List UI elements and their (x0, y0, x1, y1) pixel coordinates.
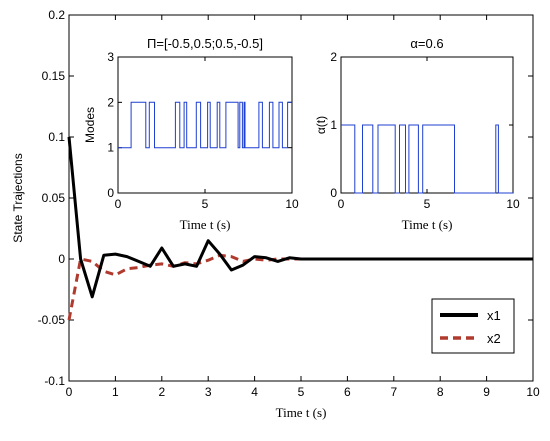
alpha-x-tick-label: 5 (424, 197, 431, 211)
alpha-title: α=0.6 (410, 36, 443, 51)
modes-x-ticks: 0 5 10 (115, 57, 299, 211)
legend-label-x2: x2 (487, 331, 501, 346)
main-x-tick-label: 7 (390, 385, 397, 399)
modes-y-tick-label: 2 (107, 95, 114, 109)
main-x-tick-label: 10 (526, 385, 540, 399)
modes-y-tick-label: 1 (107, 141, 114, 155)
alpha-y-tick-label: 1 (330, 118, 337, 132)
main-y-ticks: -0.1 -0.05 0 0.05 0.1 0.15 0.2 (38, 8, 533, 388)
alpha-inset: α=0.6 0 5 10 0 1 2 Time t (s) α(t) (314, 36, 520, 232)
modes-x-tick-label: 5 (202, 197, 209, 211)
main-x-tick-label: 1 (112, 385, 119, 399)
main-x-tick-label: 3 (205, 385, 212, 399)
main-x-tick-label: 6 (344, 385, 351, 399)
legend-label-x1: x1 (487, 308, 501, 323)
legend: x1 x2 (431, 298, 515, 354)
alpha-y-axis-label: α(t) (314, 116, 328, 134)
alpha-step-path (341, 124, 513, 194)
main-series-lines (67, 136, 533, 321)
modes-y-tick-label: 3 (107, 50, 114, 64)
main-x-tick-label: 0 (66, 385, 73, 399)
main-y-tick-label: -0.05 (38, 313, 66, 327)
modes-x-axis-label: Time t (s) (180, 217, 231, 232)
main-x-tick-label: 8 (437, 385, 444, 399)
alpha-step-line (341, 124, 513, 194)
main-y-tick-label: 0.05 (42, 191, 66, 205)
main-x-ticks: 0 1 2 3 4 5 6 7 8 9 10 (66, 15, 540, 399)
main-y-tick-label: 0 (58, 252, 65, 266)
alpha-x-tick-label: 0 (338, 197, 345, 211)
alpha-x-tick-label: 10 (506, 197, 520, 211)
modes-step-path (118, 101, 292, 149)
main-y-axis-label: State Trajections (11, 153, 25, 242)
main-y-tick-label: 0.1 (48, 130, 65, 144)
main-x-tick-label: 4 (251, 385, 258, 399)
modes-inset: Π=[-0.5,0.5;0.5,-0.5] 0 5 10 0 1 2 3 Time t (… (83, 36, 299, 232)
modes-step-line (118, 101, 292, 149)
main-y-tick-label: -0.1 (44, 374, 65, 388)
alpha-y-tick-label: 0 (330, 186, 337, 200)
modes-x-tick-label: 10 (285, 197, 299, 211)
modes-x-tick-label: 0 (115, 197, 122, 211)
series-line-x1 (67, 136, 533, 299)
main-x-tick-label: 5 (298, 385, 305, 399)
main-x-tick-label: 2 (158, 385, 165, 399)
alpha-x-ticks: 0 5 10 (338, 57, 520, 211)
main-x-axis-label: Time t (s) (276, 405, 327, 420)
alpha-x-axis-label: Time t (s) (402, 217, 453, 232)
modes-y-axis-label: Modes (83, 107, 97, 143)
alpha-y-tick-label: 2 (330, 50, 337, 64)
main-y-tick-label: 0.15 (42, 69, 66, 83)
modes-y-tick-label: 0 (107, 186, 114, 200)
modes-title: Π=[-0.5,0.5;0.5,-0.5] (147, 36, 263, 51)
legend-box (431, 298, 515, 354)
main-y-tick-label: 0.2 (48, 8, 65, 22)
main-x-tick-label: 9 (483, 385, 490, 399)
modes-y-ticks: 0 1 2 3 (107, 50, 292, 200)
modes-plot-area (117, 56, 293, 194)
